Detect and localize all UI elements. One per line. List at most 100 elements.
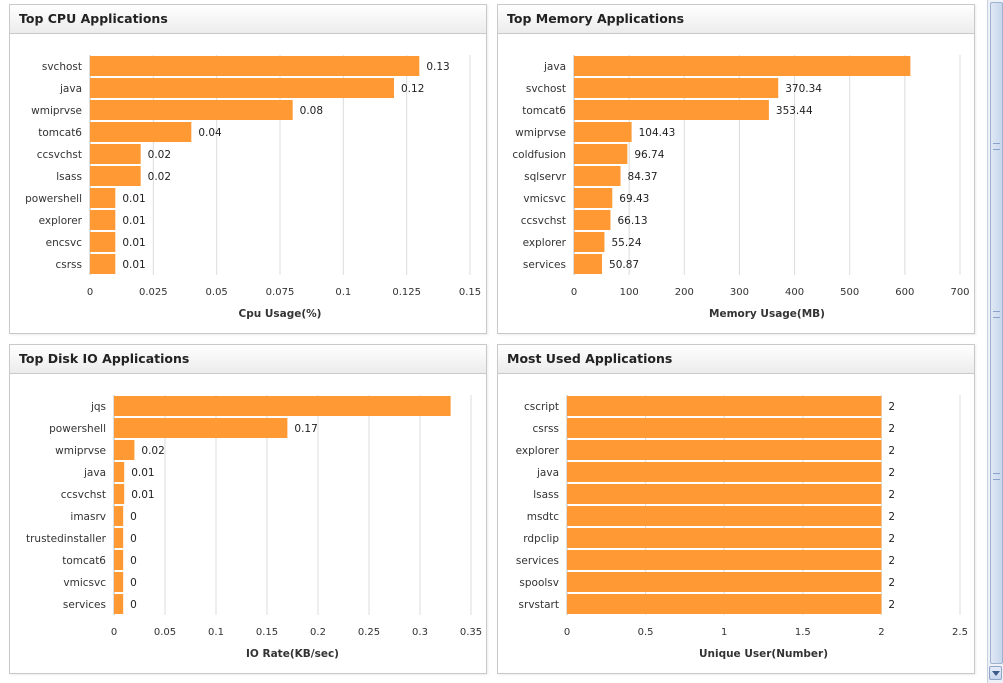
- tick-label: 0: [111, 627, 117, 638]
- data-label: 0.02: [141, 445, 164, 457]
- data-label: 2: [888, 599, 895, 611]
- category-label: sqlservr: [524, 171, 567, 183]
- data-label: 84.37: [628, 171, 658, 183]
- category-label: explorer: [39, 215, 83, 227]
- bar[interactable]: [114, 528, 124, 548]
- bar[interactable]: [90, 100, 293, 120]
- data-label: 2: [888, 467, 895, 479]
- bar[interactable]: [574, 210, 611, 230]
- bar[interactable]: [114, 550, 124, 570]
- bar[interactable]: [90, 232, 116, 252]
- disk-io-panel: Top Disk IO Applications jqs powershell 0.…: [9, 344, 487, 674]
- tick-label: 0.05: [154, 627, 176, 638]
- x-axis-title: Cpu Usage(%): [239, 308, 322, 320]
- data-label: 0.12: [401, 83, 424, 95]
- bar[interactable]: [114, 396, 451, 416]
- bar[interactable]: [567, 440, 882, 460]
- bar[interactable]: [90, 254, 116, 274]
- category-label: coldfusion: [512, 149, 566, 161]
- bar[interactable]: [114, 440, 135, 460]
- bar[interactable]: [114, 462, 125, 482]
- x-axis-title: IO Rate(KB/sec): [246, 648, 339, 660]
- category-label: trustedinstaller: [26, 533, 107, 545]
- data-label: 0.17: [294, 423, 317, 435]
- data-label: 96.74: [634, 149, 664, 161]
- bar[interactable]: [114, 594, 124, 614]
- data-label: 0.04: [198, 127, 222, 139]
- bar[interactable]: [574, 188, 613, 208]
- bar[interactable]: [567, 572, 882, 592]
- scrollbar-thumb[interactable]: [990, 2, 1003, 664]
- bar[interactable]: [574, 232, 605, 252]
- bar[interactable]: [90, 78, 394, 98]
- data-label: 0: [130, 511, 137, 523]
- category-label: srvstart: [519, 599, 559, 611]
- bar[interactable]: [114, 418, 288, 438]
- category-label: ccsvchst: [61, 489, 106, 501]
- bar[interactable]: [90, 188, 116, 208]
- bar[interactable]: [574, 144, 628, 164]
- tick-label: 0.075: [266, 287, 295, 298]
- panel-title: Top CPU Applications: [10, 5, 486, 34]
- bar[interactable]: [574, 56, 911, 76]
- category-label: ccsvchst: [37, 149, 82, 161]
- tick-label: 1: [721, 627, 727, 638]
- data-label: 0: [130, 577, 137, 589]
- bar[interactable]: [90, 210, 116, 230]
- bar[interactable]: [574, 122, 632, 142]
- bar[interactable]: [567, 594, 882, 614]
- memory-panel: Top Memory Applications java svchost 370.3…: [497, 4, 975, 334]
- category-label: vmicsvc: [63, 577, 106, 589]
- bar[interactable]: [574, 166, 621, 186]
- scroll-down-arrow-icon[interactable]: [989, 666, 1002, 680]
- category-label: csrss: [532, 423, 559, 435]
- bar[interactable]: [114, 484, 125, 504]
- category-label: jqs: [90, 401, 106, 413]
- bar[interactable]: [90, 56, 420, 76]
- bar[interactable]: [574, 78, 779, 98]
- data-label: 66.13: [617, 215, 647, 227]
- bar[interactable]: [567, 528, 882, 548]
- tick-label: 500: [840, 287, 859, 298]
- data-label: 2: [888, 577, 895, 589]
- data-label: 0.08: [300, 105, 323, 117]
- bar[interactable]: [567, 418, 882, 438]
- tick-label: 0: [564, 627, 570, 638]
- bar[interactable]: [90, 144, 141, 164]
- bar[interactable]: [90, 166, 141, 186]
- data-label: 2: [888, 489, 895, 501]
- category-label: services: [63, 599, 106, 611]
- bar[interactable]: [574, 100, 769, 120]
- tick-label: 0.2: [310, 627, 326, 638]
- bar[interactable]: [567, 396, 882, 416]
- x-axis-title: Unique User(Number): [699, 648, 828, 660]
- category-label: rdpclip: [523, 533, 559, 545]
- category-label: java: [59, 83, 82, 95]
- bar[interactable]: [567, 506, 882, 526]
- tick-label: 0.35: [460, 627, 482, 638]
- tick-label: 2: [878, 627, 884, 638]
- bar[interactable]: [567, 550, 882, 570]
- bar[interactable]: [114, 506, 124, 526]
- data-label: 0.01: [122, 237, 145, 249]
- bar[interactable]: [567, 462, 882, 482]
- vertical-scrollbar[interactable]: [987, 0, 1003, 683]
- data-label: 0.02: [148, 149, 171, 161]
- tick-label: 2.5: [952, 627, 968, 638]
- data-label: 50.87: [609, 259, 639, 271]
- tick-label: 0.1: [208, 627, 224, 638]
- tick-label: 0: [87, 287, 93, 298]
- bar[interactable]: [574, 254, 603, 274]
- tick-label: 0.5: [638, 627, 654, 638]
- bar[interactable]: [114, 572, 124, 592]
- tick-label: 0.125: [392, 287, 421, 298]
- bar[interactable]: [90, 122, 192, 142]
- category-label: svchost: [526, 83, 566, 95]
- memory-chart: java svchost 370.34 tomcat6 353.44 wmiprvse 10…: [512, 55, 970, 320]
- x-axis-title: Memory Usage(MB): [709, 308, 825, 320]
- tick-label: 0.15: [256, 627, 278, 638]
- bar[interactable]: [567, 484, 882, 504]
- category-label: tomcat6: [62, 555, 106, 567]
- data-label: 2: [888, 445, 895, 457]
- category-label: services: [523, 259, 566, 271]
